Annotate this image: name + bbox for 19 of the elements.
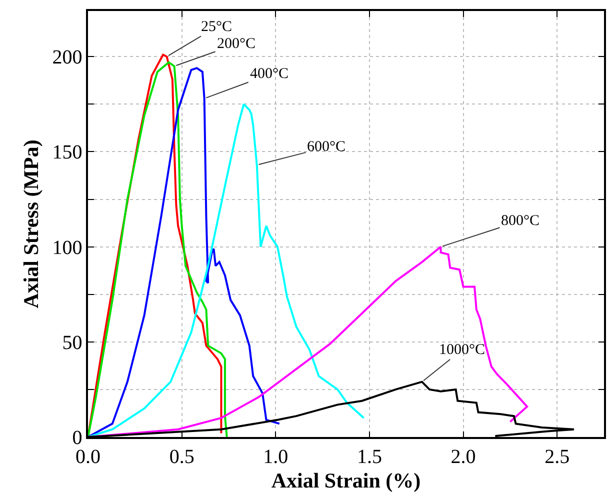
x-tick-label: 2.5 (544, 446, 570, 468)
annotation: 800°C (501, 213, 540, 229)
annotation: 600°C (307, 139, 346, 155)
x-tick-label: 1.0 (263, 446, 288, 468)
x-tick-label: 0.5 (169, 446, 194, 468)
x-tick-label: 1.5 (356, 446, 382, 468)
y-tick-label: 200 (52, 46, 82, 69)
x-tick-label: 2.0 (450, 446, 476, 468)
y-tick-label: 50 (62, 332, 82, 354)
annotation: 1000°C (439, 342, 486, 358)
y-tick-label: 100 (52, 236, 82, 259)
line-series (88, 103, 365, 437)
y-tick-label: 150 (52, 142, 82, 164)
annotation: 400°C (250, 66, 289, 82)
annotation: 200°C (217, 36, 256, 52)
line-series (88, 246, 528, 437)
annotation: 25°C (201, 19, 232, 35)
x-axis-title: Axial Strain (%) (271, 468, 421, 492)
y-axis-title: Axial Stress (MPa) (18, 140, 43, 308)
